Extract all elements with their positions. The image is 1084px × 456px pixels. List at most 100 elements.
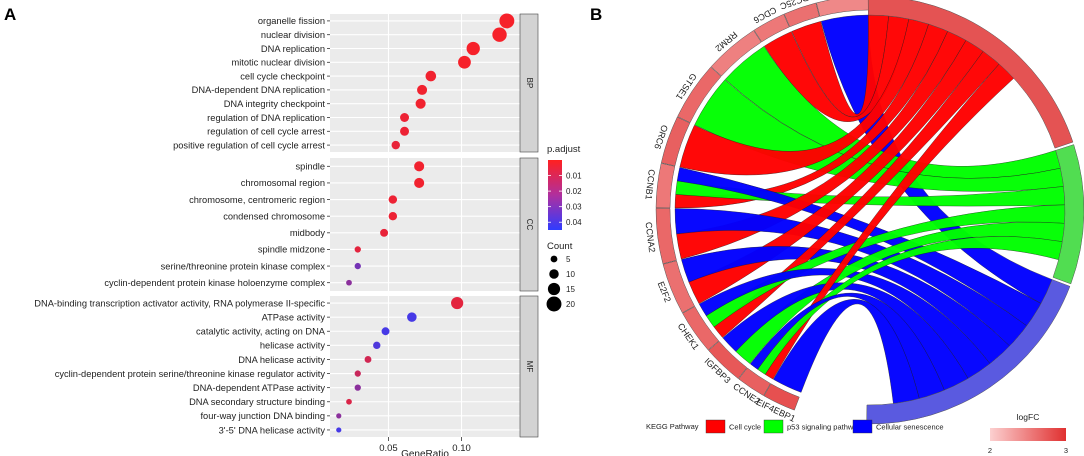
- size-legend-dot: [550, 255, 558, 263]
- go-enrichment-dotplot: organelle fission nuclear division DNA rep…: [34, 13, 539, 456]
- dot-marker: [354, 370, 361, 377]
- term-label: cell cycle checkpoint: [240, 71, 325, 81]
- dot-marker: [380, 228, 389, 237]
- dot-marker: [400, 113, 410, 122]
- dot-marker: [336, 427, 342, 433]
- term-label: condensed chromosome: [223, 211, 325, 221]
- dot-marker: [354, 384, 361, 391]
- chord-link: [750, 292, 945, 399]
- term-label: positive regulation of cell cycle arrest: [173, 140, 325, 150]
- gene-sector: [682, 306, 720, 351]
- chord-sectors: MYBL2CDC25CCDC6RRM2GTSE1ORC6CCNB1CCNA2E2…: [643, 0, 1084, 425]
- size-legend-dot: [547, 282, 561, 296]
- chord-legends: KEGG Pathway Cell cycle p53 signaling path…: [646, 412, 1068, 455]
- term-label: DNA-dependent DNA replication: [192, 85, 325, 95]
- colorbar-tick-label: 0.03: [566, 203, 582, 212]
- dot-marker: [400, 126, 410, 136]
- dot-marker: [391, 140, 400, 150]
- gene-sector: [662, 260, 695, 314]
- gene-label: CDC25C: [778, 0, 816, 12]
- term-label: four-way junction DNA binding: [200, 411, 325, 421]
- colorbar-tick-label: 0.01: [566, 172, 582, 181]
- term-label: spindle midzone: [258, 245, 325, 255]
- dot-marker: [373, 341, 381, 350]
- term-label: regulation of DNA replication: [207, 113, 325, 123]
- dot-marker: [466, 41, 480, 56]
- kegg-legend-label: Cellular senescence: [876, 423, 944, 432]
- gene-sector: [783, 2, 820, 28]
- size-legend-label: 10: [566, 270, 575, 279]
- gene-sector: [763, 383, 800, 411]
- colorbar: [548, 160, 562, 230]
- dot-marker: [346, 279, 352, 286]
- kegg-legend-swatch: [705, 419, 726, 434]
- dot-marker: [415, 98, 426, 109]
- size-legend-dot: [546, 296, 562, 312]
- term-label: catalytic activity, acting on DNA: [196, 327, 326, 337]
- size-legend-title: Count: [547, 241, 573, 252]
- term-label: regulation of cell cycle arrest: [207, 127, 325, 137]
- x-axis-title: GeneRatio: [401, 449, 449, 456]
- dot-marker: [388, 195, 398, 204]
- kegg-legend-label: Cell cycle: [729, 423, 761, 432]
- term-label: DNA-binding transcription activator acti…: [34, 298, 325, 308]
- size-legend-label: 20: [566, 300, 575, 309]
- kegg-legend-swatch: [852, 419, 873, 434]
- gene-sector: [655, 208, 677, 265]
- gene-sector: [655, 163, 676, 209]
- kegg-legend-title: KEGG Pathway: [646, 422, 699, 431]
- term-label: DNA-dependent ATPase activity: [193, 383, 325, 393]
- term-label: cyclin-dependent protein serine/threonin…: [55, 369, 326, 379]
- facet-panel-bg: [330, 296, 520, 437]
- term-label: DNA secondary structure binding: [189, 397, 325, 407]
- facet-strip: [519, 13, 539, 153]
- gene-sector: [677, 66, 722, 123]
- gene-label: CCNB1: [643, 169, 656, 200]
- term-label: nuclear division: [261, 30, 325, 40]
- dot-marker: [425, 70, 437, 82]
- pathway-sector: [867, 0, 1074, 149]
- gene-label: CCNA2: [643, 221, 657, 253]
- dot-marker: [414, 177, 425, 188]
- facet-panel-bg: [330, 158, 520, 291]
- term-label: helicase activity: [260, 341, 325, 351]
- facet-strip: [519, 295, 539, 438]
- term-label: serine/threonine protein kinase complex: [161, 261, 326, 271]
- panel-label-a: A: [4, 5, 16, 24]
- dot-marker: [451, 296, 464, 310]
- facet-strip-label: CC: [525, 219, 534, 231]
- gene-sector: [738, 367, 771, 396]
- facet-strip: [519, 157, 539, 292]
- facet-strip-label: MF: [525, 361, 534, 373]
- dot-marker: [414, 161, 425, 172]
- pathway-sector: [1052, 144, 1084, 285]
- term-label: ATPase activity: [262, 312, 326, 322]
- gene-sector: [710, 30, 762, 77]
- term-label: cyclin-dependent protein kinase holoenzy…: [104, 278, 325, 288]
- term-label: DNA replication: [261, 44, 325, 54]
- dot-marker: [354, 262, 361, 270]
- logfc-legend-title: logFC: [1017, 412, 1040, 422]
- kegg-chord-diagram: MYBL2CDC25CCDC6RRM2GTSE1ORC6CCNB1CCNA2E2…: [643, 0, 1084, 425]
- colorbar-title: p.adjust: [547, 144, 581, 155]
- colorbar-tick-label: 0.02: [566, 187, 582, 196]
- dot-marker: [499, 13, 515, 29]
- gene-sector: [708, 340, 748, 379]
- term-label: spindle: [296, 162, 325, 172]
- term-label: chromosome, centromeric region: [189, 195, 325, 205]
- gene-sector: [660, 116, 691, 167]
- term-label: DNA integrity checkpoint: [224, 99, 326, 109]
- dot-marker: [364, 356, 372, 363]
- dot-marker: [417, 84, 428, 95]
- logfc-colorbar: [990, 428, 1066, 441]
- facet-panel-bg: [330, 14, 520, 152]
- chord-links: [674, 14, 1066, 404]
- term-label: mitotic nuclear division: [231, 58, 325, 68]
- dot-marker: [407, 312, 417, 322]
- dot-marker: [458, 55, 471, 69]
- dot-marker: [336, 413, 342, 419]
- logfc-min-label: 2: [988, 446, 992, 455]
- facet-strip-label: BP: [525, 78, 534, 89]
- logfc-max-label: 3: [1064, 446, 1068, 455]
- term-label: DNA helicase activity: [238, 355, 325, 365]
